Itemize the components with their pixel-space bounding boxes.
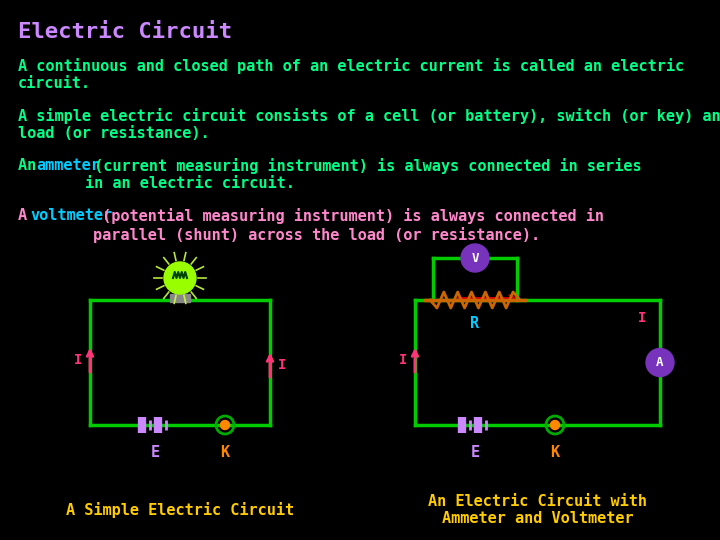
Text: A continuous and closed path of an electric current is called an electric
circui: A continuous and closed path of an elect… [18,58,684,91]
Text: An: An [18,158,45,173]
Circle shape [164,262,196,294]
Text: A Simple Electric Circuit: A Simple Electric Circuit [66,502,294,518]
Text: V: V [472,252,479,265]
Text: A simple electric circuit consists of a cell (or battery), switch (or key) and
l: A simple electric circuit consists of a … [18,108,720,141]
Text: I: I [74,353,82,367]
Text: (current measuring instrument) is always connected in series
in an electric circ: (current measuring instrument) is always… [85,158,642,191]
Text: E: E [470,445,480,460]
Text: A: A [18,208,36,223]
Text: I: I [638,311,646,325]
Circle shape [551,421,559,429]
Text: I: I [399,353,408,367]
Text: Electric Circuit: Electric Circuit [18,22,232,42]
Text: E: E [150,445,160,460]
Text: (potential measuring instrument) is always connected in
parallel (shunt) across : (potential measuring instrument) is alwa… [93,208,604,242]
Text: A: A [656,356,664,369]
Text: K: K [220,445,230,460]
Text: I: I [278,358,286,372]
Circle shape [220,421,230,429]
Text: voltmeter: voltmeter [30,208,112,223]
Text: K: K [550,445,559,460]
Text: An Electric Circuit with
Ammeter and Voltmeter: An Electric Circuit with Ammeter and Vol… [428,494,647,526]
Circle shape [461,244,489,272]
Text: R: R [470,316,480,331]
Text: ammeter: ammeter [36,158,100,173]
Bar [170,294,190,302]
Circle shape [646,348,674,376]
